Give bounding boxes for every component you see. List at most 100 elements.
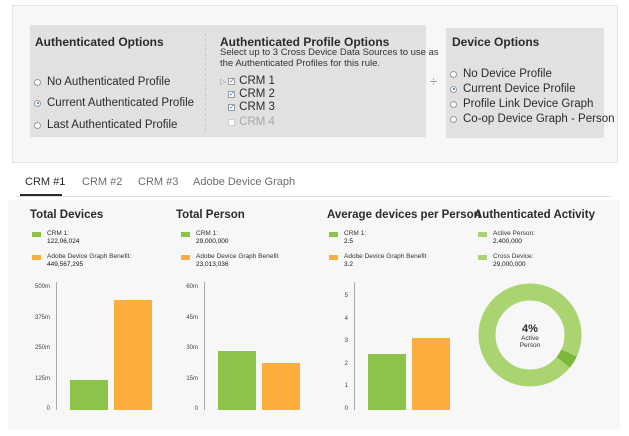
tab-adobe-device-graph[interactable]: Adobe Device Graph (193, 176, 296, 188)
radio-label: Co-op Device Graph - Person (463, 113, 615, 125)
radio-icon (34, 78, 41, 86)
legend-value: 23,013,036 (196, 261, 229, 268)
y-axis-line (354, 282, 355, 410)
legend-swatch-adobe (32, 255, 41, 260)
y-tick-label: 125m (34, 375, 50, 382)
legend-label: Adobe Device Graph Benefit (344, 253, 427, 260)
chevron-right-icon: ▷ (220, 76, 227, 86)
legend-value: 449,567,295 (47, 261, 84, 268)
radio-co-op-device-graph[interactable]: Co-op Device Graph - Person (450, 113, 614, 125)
radio-icon (450, 100, 457, 108)
radio-current-device-profile[interactable]: Current Device Profile (450, 83, 575, 95)
legend-value: 3.2 (344, 261, 354, 268)
donut-percent: 4% (522, 323, 538, 335)
metric-title-authenticated-activity: Authenticated Activity (474, 209, 595, 221)
donut-center-label: 4% Active Person (478, 323, 582, 349)
tab-crm-1[interactable]: CRM #1 (25, 176, 66, 188)
y-tick-label: 2 (344, 360, 348, 367)
profile-options-description-1: Select up to 3 Cross Device Data Sources… (220, 47, 439, 58)
checkbox-crm-2[interactable]: ▷ ✓ CRM 2 (220, 88, 275, 100)
radio-last-authenticated-profile[interactable]: Last Authenticated Profile (34, 119, 177, 131)
legend-swatch-crm (181, 232, 190, 237)
checkbox-label: CRM 1 (239, 75, 275, 87)
checkbox-label: CRM 4 (239, 116, 275, 128)
active-tab-indicator (20, 194, 62, 196)
checkbox-label: CRM 3 (239, 101, 275, 113)
radio-profile-link-device-graph[interactable]: Profile Link Device Graph (450, 98, 593, 110)
radio-current-authenticated-profile[interactable]: Current Authenticated Profile (34, 97, 194, 109)
y-tick-label: 60m (186, 284, 198, 290)
device-options-title: Device Options (452, 35, 540, 49)
authenticated-options-box (30, 25, 426, 137)
y-tick-label: 0 (194, 406, 198, 412)
y-axis-line (56, 282, 57, 410)
y-tick-label: 45m (186, 314, 198, 321)
y-tick-label: 4 (344, 315, 348, 322)
legend-label: CRM 1: (344, 230, 367, 237)
legend-label: CRM 1: (47, 230, 70, 237)
radio-label: No Authenticated Profile (47, 76, 171, 88)
radio-label: No Device Profile (463, 68, 552, 80)
metric-title-total-devices: Total Devices (30, 209, 104, 221)
checkbox-unchecked-icon (228, 118, 236, 126)
checkbox-checked-icon: ✓ (228, 90, 236, 98)
bar-crm (70, 380, 108, 410)
tab-crm-2[interactable]: CRM #2 (82, 176, 123, 188)
legend-swatch-active-person (478, 232, 487, 237)
checkbox-crm-1[interactable]: ▷ ✓ CRM 1 (220, 75, 275, 87)
donut-label-line-2: Person (519, 342, 541, 349)
legend-value: 29,000,000 (196, 238, 229, 245)
radio-no-authenticated-profile[interactable]: No Authenticated Profile (34, 76, 170, 88)
y-tick-label: 0 (344, 406, 348, 412)
tab-crm-3[interactable]: CRM #3 (138, 176, 179, 188)
tab-bar-divider (16, 196, 612, 197)
chart-authenticated-activity-donut (478, 283, 582, 387)
y-tick-label: 1 (344, 383, 348, 390)
bar-crm (218, 351, 256, 410)
y-tick-label: 15m (186, 375, 198, 382)
y-tick-label: 3 (344, 338, 348, 345)
chart-average-devices: 5 4 3 2 1 0 (318, 282, 468, 417)
metrics-panel (8, 200, 620, 429)
device-options-box (446, 28, 604, 138)
section-divider (205, 33, 207, 131)
radio-icon (450, 70, 457, 78)
legend-swatch-adobe (329, 255, 338, 260)
chart-total-devices: 500m 375m 250m 125m 0 (20, 282, 170, 417)
y-tick-label: 30m (186, 345, 198, 351)
radio-label: Last Authenticated Profile (47, 119, 178, 131)
legend-label: Cross Device: (493, 253, 534, 260)
legend-swatch-crm (329, 232, 338, 237)
radio-selected-icon (450, 85, 457, 93)
radio-no-device-profile[interactable]: No Device Profile (450, 68, 552, 80)
checkbox-crm-3[interactable]: ▷ ✓ CRM 3 (220, 101, 275, 113)
radio-label: Current Device Profile (463, 83, 576, 95)
profile-options-title: Authenticated Profile Options (220, 35, 390, 49)
chart-total-person: 60m 45m 30m 15m 0 (168, 282, 318, 417)
legend-label: Adobe Device Graph Benefit (196, 253, 279, 260)
y-tick-label: 250m (34, 345, 50, 351)
bar-adobe-benefit (114, 300, 152, 410)
legend-swatch-cross-device (478, 255, 487, 260)
legend-swatch-crm (32, 232, 41, 237)
y-tick-label: 5 (344, 293, 348, 300)
legend-value: 122,06,024 (47, 238, 80, 245)
legend-label: CRM 1: (196, 230, 219, 237)
checkbox-crm-4[interactable]: ▷ CRM 4 (220, 116, 275, 128)
y-tick-label: 375m (34, 314, 50, 321)
legend-label: Adobe Device Graph Benefit: (47, 253, 132, 260)
donut-label-line-1: Active (521, 335, 539, 342)
checkbox-checked-icon: ✓ (228, 103, 236, 111)
profile-options-description-2: the Authenticated Profiles for this rule… (220, 58, 381, 69)
y-tick-label: 0 (46, 406, 50, 412)
metric-title-total-person: Total Person (176, 209, 245, 221)
radio-label: Profile Link Device Graph (463, 98, 594, 110)
y-tick-label: 500m (34, 284, 50, 290)
legend-label: Active Person: (493, 230, 535, 237)
radio-label: Current Authenticated Profile (47, 97, 195, 109)
bar-adobe-benefit (412, 337, 450, 410)
legend-value: 2.5 (344, 238, 354, 245)
y-axis-line (204, 282, 205, 410)
bar-adobe-benefit (262, 363, 300, 410)
metric-title-average-devices: Average devices per Person (327, 209, 481, 221)
